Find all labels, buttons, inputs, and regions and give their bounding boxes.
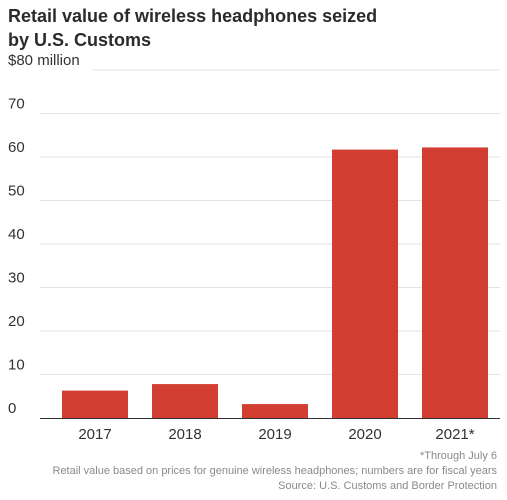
y-axis-tick-labels: 0 10 20 30 40 50 60 70 $80 million [8,52,80,417]
y-tick-label-80: $80 million [8,52,80,69]
source-text: Source: U.S. Customs and Border Protecti… [278,480,497,492]
bar-2018 [152,384,218,418]
x-axis-category-labels: 2017 2018 2019 2020 2021* [78,426,474,443]
chart-title-line-2: by U.S. Customs [8,30,152,50]
x-category-label-2019: 2019 [258,426,291,443]
footnote-text: *Through July 6 [419,450,497,462]
y-tick-label-70: 70 [8,96,25,113]
chart-title: Retail value of wireless headphones seiz… [8,4,498,52]
y-tick-label-30: 30 [8,270,25,287]
y-tick-label-60: 60 [8,139,25,156]
y-tick-label-50: 50 [8,183,25,200]
y-tick-label-20: 20 [8,313,25,330]
bar-2019 [242,404,308,418]
y-tick-label-10: 10 [8,357,25,374]
x-category-label-2018: 2018 [168,426,201,443]
basis-note-text: Retail value based on prices for genuine… [52,465,497,477]
bar-2020 [332,149,398,419]
y-tick-label-0: 0 [8,400,16,417]
x-category-label-2021-asterisk: 2021* [435,426,474,443]
x-category-label-2017: 2017 [78,426,111,443]
chart-notes: *Through July 6 Retail value based on pr… [7,449,497,494]
x-category-label-2020: 2020 [348,426,381,443]
chart-title-line-1: Retail value of wireless headphones seiz… [8,6,378,26]
bars [62,147,488,419]
bar-2017 [62,390,128,418]
bar-2021-asterisk [422,147,488,418]
y-tick-label-40: 40 [8,226,25,243]
